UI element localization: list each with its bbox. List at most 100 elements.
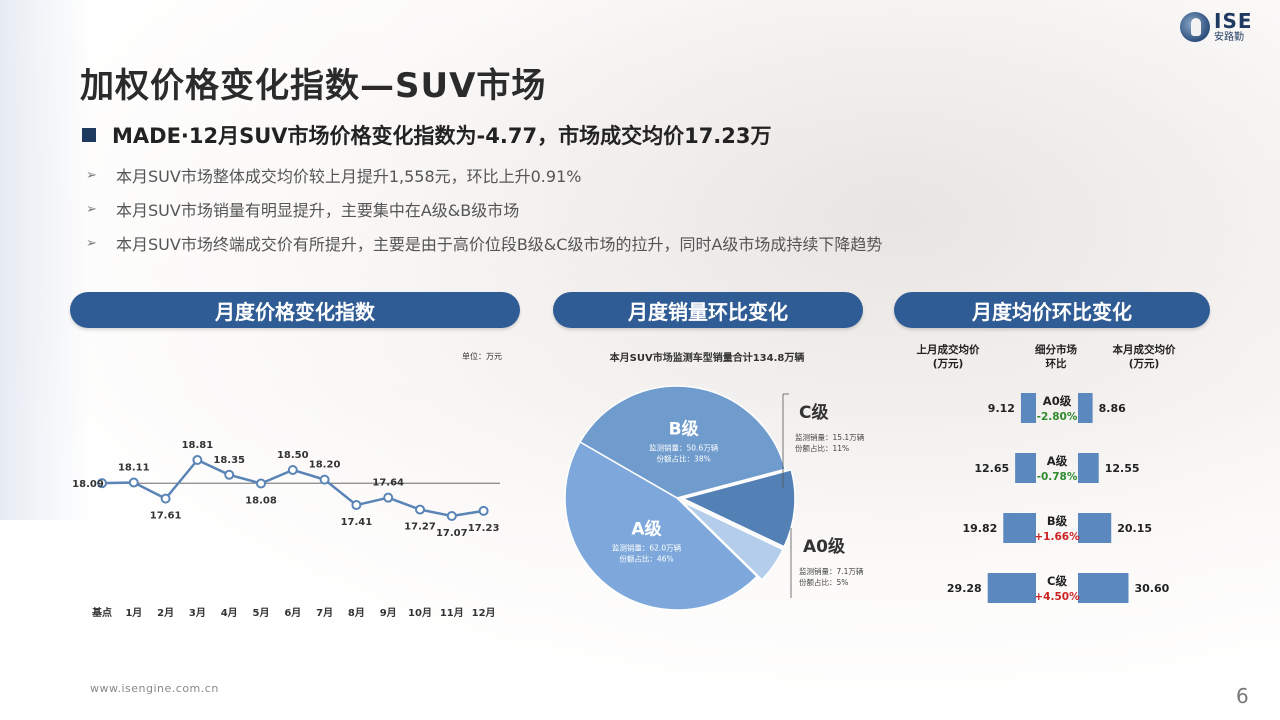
- data-point: [192, 455, 203, 465]
- unit-note: 单位：万元: [462, 352, 502, 361]
- bullet-item: ➢ 本月SUV市场终端成交价有所提升，主要是由于高价位段B级&C级市场的拉升，同…: [86, 226, 882, 260]
- data-point: [415, 504, 425, 515]
- data-label: 17.23: [468, 523, 500, 534]
- x-tick-label: 基点: [91, 606, 112, 619]
- slice-detail: 份额占比：46%: [619, 554, 673, 564]
- prev-price-label: 12.65: [974, 462, 1009, 475]
- slice-label: A级: [631, 519, 661, 540]
- section-header-sales: 月度销量环比变化: [553, 292, 863, 328]
- section-header-price: 月度均价环比变化: [894, 292, 1210, 328]
- logo-sub-text: 安路勤: [1214, 32, 1244, 43]
- line-chart: 18.09 基点 18.11 1月 17.61 2月 18.81 3月 18.35 4月 18.08…: [72, 440, 500, 619]
- prev-price-bar: [1015, 453, 1036, 483]
- slice-label: B级: [669, 418, 699, 439]
- data-label: 17.41: [341, 517, 373, 528]
- curr-price-label: 12.55: [1105, 462, 1140, 475]
- curr-price-label: 30.60: [1134, 582, 1169, 595]
- bullet-text: 本月SUV市场整体成交均价较上月提升1,558元，环比上升0.91%: [116, 167, 582, 186]
- segment-label: A0级: [1043, 394, 1072, 408]
- change-label: -2.80%: [1037, 411, 1078, 423]
- column-header: 上月成交均价: [917, 343, 980, 356]
- data-point: [319, 474, 330, 485]
- change-label: +1.66%: [1034, 531, 1080, 543]
- bullet-text: 本月SUV市场终端成交价有所提升，主要是由于高价位段B级&C级市场的拉升，同时A…: [116, 235, 883, 254]
- data-point: [160, 493, 171, 504]
- x-tick-label: 9月: [380, 607, 397, 619]
- column-header: 环比: [1046, 357, 1068, 370]
- x-tick-label: 3月: [189, 607, 206, 619]
- column-header: (万元): [1129, 358, 1160, 370]
- slice-detail: 监测销量：15.1万辆: [795, 432, 865, 442]
- pie-slice: [680, 468, 796, 548]
- data-point: [224, 469, 235, 480]
- data-label: 17.64: [372, 478, 404, 489]
- page-number: 6: [1236, 684, 1249, 708]
- x-tick-label: 5月: [253, 607, 270, 619]
- segment-label: C级: [1047, 574, 1067, 588]
- data-label: 18.20: [309, 460, 341, 471]
- slice-detail: 份额占比：38%: [657, 453, 711, 463]
- slice-label: C级: [799, 402, 828, 423]
- segment-label: A级: [1047, 454, 1068, 468]
- bullet-item: ➢ 本月SUV市场整体成交均价较上月提升1,558元，环比上升0.91%: [86, 158, 882, 192]
- data-label: 18.81: [182, 440, 214, 451]
- data-point: [287, 464, 298, 475]
- logo-main-text: ISE: [1214, 9, 1253, 33]
- slice-detail: 监测销量：62.0万辆: [612, 543, 682, 553]
- prev-price-label: 29.28: [947, 582, 982, 595]
- prev-price-bar: [1020, 393, 1036, 423]
- arrow-bullet-icon: ➢: [86, 235, 97, 251]
- prev-price-label: 19.82: [963, 522, 998, 535]
- pie-slice: [681, 500, 785, 581]
- slice-detail: 份额占比：11%: [795, 443, 849, 453]
- data-point: [478, 505, 489, 516]
- page-title: 加权价格变化指数—SUV市场: [80, 66, 547, 106]
- change-label: -0.78%: [1037, 471, 1078, 483]
- curr-price-label: 8.86: [1099, 402, 1126, 415]
- column-header: (万元): [933, 358, 964, 370]
- x-tick-label: 6月: [284, 607, 301, 619]
- data-label: 17.07: [436, 528, 468, 539]
- curr-price-label: 20.15: [1117, 522, 1152, 535]
- bullet-text: 本月SUV市场销量有明显提升，主要集中在A级&B级市场: [116, 201, 520, 220]
- curr-price-bar: [1078, 453, 1099, 483]
- slice-detail: 份额占比：5%: [799, 577, 848, 587]
- data-label: 17.27: [404, 522, 436, 533]
- data-label: 17.61: [150, 511, 182, 522]
- x-tick-label: 11月: [440, 607, 464, 619]
- column-header: 细分市场: [1035, 343, 1077, 356]
- pie-total-note: 本月SUV市场监测车型销量合计134.8万辆: [609, 353, 805, 364]
- data-point: [351, 500, 362, 511]
- x-tick-label: 12月: [472, 607, 496, 619]
- prev-price-bar: [987, 573, 1036, 603]
- bullet-list: ➢ 本月SUV市场整体成交均价较上月提升1,558元，环比上升0.91% ➢ 本…: [86, 158, 882, 260]
- footer-url: www.isengine.com.cn: [90, 682, 219, 695]
- x-tick-label: 2月: [157, 607, 174, 619]
- data-point: [383, 492, 394, 503]
- background-streak: [0, 0, 90, 520]
- data-point: [256, 478, 266, 489]
- data-label: 18.50: [277, 450, 309, 461]
- data-label: 18.09: [72, 479, 104, 490]
- headline: MADE·12月SUV市场价格变化指数为-4.77，市场成交均价17.23万: [82, 120, 772, 150]
- section-header-index: 月度价格变化指数: [70, 292, 520, 328]
- change-label: +4.50%: [1034, 591, 1080, 603]
- bullet-item: ➢ 本月SUV市场销量有明显提升，主要集中在A级&B级市场: [86, 192, 882, 226]
- curr-price-bar: [1078, 573, 1129, 603]
- brand-logo: ISE 安路勤: [1180, 10, 1260, 44]
- pie-slice: [564, 440, 759, 611]
- data-label: 18.11: [118, 463, 150, 474]
- slice-detail: 监测销量：50.6万辆: [649, 442, 719, 452]
- data-point: [97, 478, 107, 489]
- x-tick-label: 4月: [221, 607, 238, 619]
- slice-label: A0级: [803, 536, 845, 557]
- headline-text: MADE·12月SUV市场价格变化指数为-4.77，市场成交均价17.23万: [112, 124, 772, 148]
- data-point: [446, 511, 457, 521]
- prev-price-bar: [1003, 513, 1036, 543]
- x-tick-label: 7月: [316, 607, 333, 619]
- arrow-bullet-icon: ➢: [86, 167, 97, 183]
- square-bullet-icon: [82, 128, 96, 142]
- slice-detail: 监测销量：7.1万辆: [799, 566, 864, 576]
- data-label: 18.35: [213, 455, 245, 466]
